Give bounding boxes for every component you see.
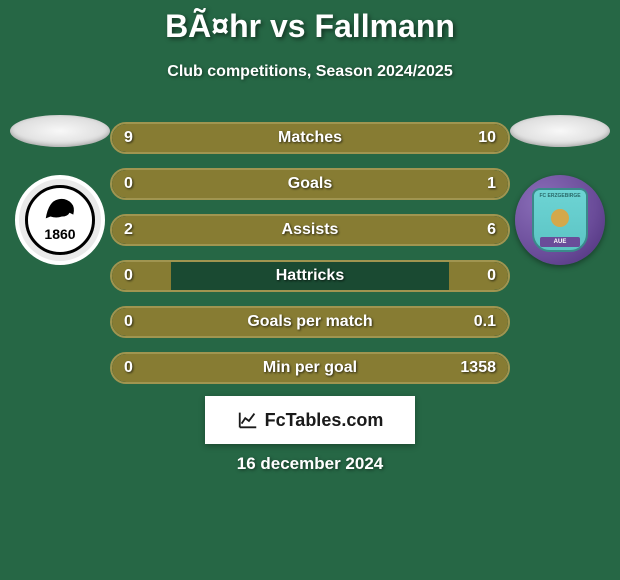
stat-value-right: 6 (487, 221, 496, 239)
branding-text: FcTables.com (265, 410, 384, 431)
club-crest-right-inner: FC ERZGEBIRGE AUE (532, 188, 588, 252)
stat-label: Goals per match (112, 313, 508, 331)
page-title: BÃ¤hr vs Fallmann (0, 0, 620, 45)
branding-box: FcTables.com (205, 396, 415, 444)
stat-row-goals: 0 Goals 1 (110, 168, 510, 200)
stat-label: Assists (112, 221, 508, 239)
chart-icon (237, 409, 259, 431)
stat-row-assists: 2 Assists 6 (110, 214, 510, 246)
stats-container: 9 Matches 10 0 Goals 1 2 Assists 6 0 Hat… (110, 122, 510, 384)
stat-label: Matches (112, 129, 508, 147)
stat-row-min-per-goal: 0 Min per goal 1358 (110, 352, 510, 384)
club-crest-left-inner: 1860 (25, 185, 95, 255)
right-badge-stack: FC ERZGEBIRGE AUE (510, 115, 610, 265)
stat-label: Hattricks (112, 267, 508, 285)
stat-value-right: 1 (487, 175, 496, 193)
club-left-year: 1860 (44, 226, 75, 242)
date-text: 16 december 2024 (0, 454, 620, 474)
lion-icon (41, 191, 79, 223)
stat-label: Goals (112, 175, 508, 193)
stat-row-hattricks: 0 Hattricks 0 (110, 260, 510, 292)
stat-value-right: 1358 (460, 359, 496, 377)
club-crest-left: 1860 (15, 175, 105, 265)
player-right-placeholder (510, 115, 610, 147)
stat-value-right: 0.1 (474, 313, 496, 331)
player-left-placeholder (10, 115, 110, 147)
left-badge-stack: 1860 (10, 115, 110, 265)
page-subtitle: Club competitions, Season 2024/2025 (0, 63, 620, 81)
stat-value-right: 10 (478, 129, 496, 147)
stat-label: Min per goal (112, 359, 508, 377)
stat-value-right: 0 (487, 267, 496, 285)
stat-row-goals-per-match: 0 Goals per match 0.1 (110, 306, 510, 338)
club-right-banner: AUE (540, 237, 580, 247)
stat-row-matches: 9 Matches 10 (110, 122, 510, 154)
club-crest-right: FC ERZGEBIRGE AUE (515, 175, 605, 265)
club-right-arc-text: FC ERZGEBIRGE (539, 193, 580, 199)
ball-icon (551, 209, 569, 227)
